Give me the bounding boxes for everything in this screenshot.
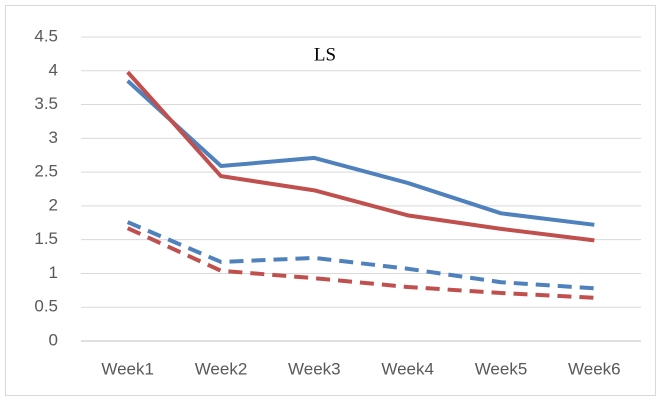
y-tick-label: 1 bbox=[49, 263, 58, 282]
y-tick-label: 1.5 bbox=[34, 229, 58, 248]
x-tick-label: Week1 bbox=[101, 359, 154, 378]
y-tick-label: 0 bbox=[49, 330, 58, 349]
x-tick-label: Week3 bbox=[288, 359, 341, 378]
series-line bbox=[126, 226, 595, 300]
y-tick-label: 4.5 bbox=[34, 26, 58, 45]
grid bbox=[81, 36, 641, 342]
y-tick-label: 2 bbox=[49, 195, 58, 214]
chart-title: LS bbox=[314, 44, 336, 65]
series-line bbox=[126, 220, 595, 291]
series-line bbox=[126, 70, 595, 243]
y-tick-label: 0.5 bbox=[34, 297, 58, 316]
y-tick-label: 2.5 bbox=[34, 162, 58, 181]
x-tick-label: Week4 bbox=[381, 359, 434, 378]
y-tick-label: 4 bbox=[49, 60, 58, 79]
x-tick-label: Week6 bbox=[568, 359, 621, 378]
y-tick-label: 3.5 bbox=[34, 94, 58, 113]
y-tick-label: 3 bbox=[49, 128, 58, 147]
x-tick-label: Week2 bbox=[195, 359, 248, 378]
lines bbox=[126, 70, 595, 300]
series-line bbox=[126, 79, 595, 227]
x-tick-label: Week5 bbox=[475, 359, 528, 378]
